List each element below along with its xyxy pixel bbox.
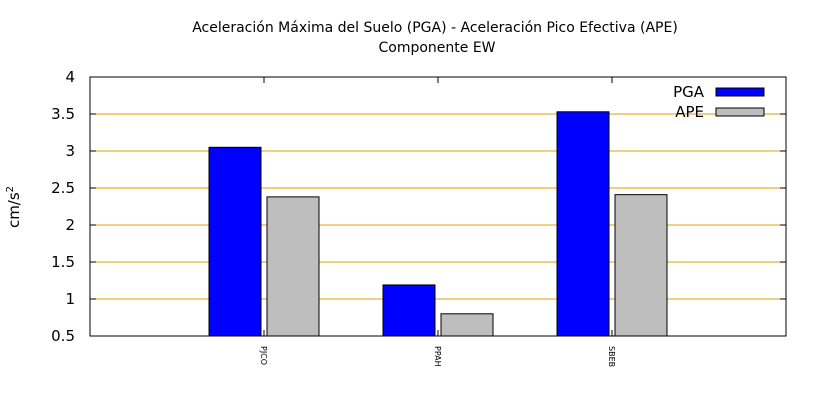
y-tick-label: 0.5 bbox=[51, 327, 75, 345]
x-axis-ticks: PJCO PPAH SBEB bbox=[259, 77, 616, 367]
bar-pga-sbeb bbox=[556, 111, 610, 337]
y-tick-label: 1.5 bbox=[51, 253, 75, 271]
bar-pga-pjco bbox=[208, 146, 262, 337]
legend-label: APE bbox=[675, 103, 704, 121]
x-tick-label: PPAH bbox=[433, 346, 442, 367]
legend: PGA APE bbox=[673, 83, 765, 121]
y-tick-label: 4 bbox=[65, 68, 75, 86]
y-axis-ticks: 0.5 1 1.5 2 2.5 3 3.5 4 bbox=[51, 68, 786, 345]
legend-swatch-ape bbox=[715, 107, 765, 117]
x-tick-label: SBEB bbox=[607, 346, 616, 367]
bar-ape-sbeb bbox=[614, 194, 668, 337]
bar-ape-pjco bbox=[266, 196, 320, 337]
x-tick-label: PJCO bbox=[259, 346, 268, 365]
y-tick-label: 2 bbox=[65, 216, 75, 234]
legend-label: PGA bbox=[673, 83, 705, 101]
bar-pga-ppah bbox=[382, 284, 436, 337]
bar-ape-ppah bbox=[440, 313, 494, 337]
y-axis-label-exponent: 2 bbox=[5, 186, 16, 192]
y-axis-label-base: cm/s bbox=[5, 192, 23, 228]
bars bbox=[208, 111, 668, 337]
y-tick-label: 2.5 bbox=[51, 179, 75, 197]
chart-subtitle: Componente EW bbox=[378, 40, 495, 56]
legend-swatch-pga bbox=[715, 87, 765, 97]
y-tick-label: 3 bbox=[65, 142, 75, 160]
grid-lines bbox=[90, 113, 786, 300]
y-tick-label: 1 bbox=[65, 290, 75, 308]
y-axis-label: cm/s2 bbox=[5, 186, 23, 228]
chart-title: Aceleración Máxima del Suelo (PGA) - Ace… bbox=[192, 20, 678, 36]
y-tick-label: 3.5 bbox=[51, 105, 75, 123]
